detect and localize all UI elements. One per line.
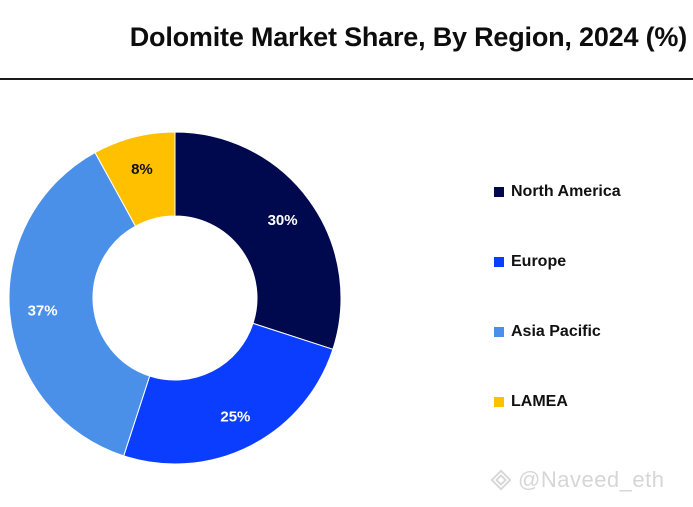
data-label-lamea: 8%: [131, 161, 153, 178]
data-label-asia-pacific: 37%: [28, 303, 58, 320]
slice-asia-pacific: [8, 151, 151, 457]
legend-label: Europe: [511, 253, 567, 270]
legend-swatch: [494, 257, 504, 267]
legend-item-north-america: North America: [494, 181, 621, 203]
data-label-europe: 25%: [220, 409, 250, 426]
legend-item-asia-pacific: Asia Pacific: [494, 321, 621, 343]
legend-item-lamea: LAMEA: [494, 391, 621, 413]
legend-item-europe: Europe: [494, 251, 621, 273]
chart-title: Dolomite Market Share, By Region, 2024 (…: [129, 22, 687, 52]
legend-swatch: [494, 187, 504, 197]
slice-north-america: [174, 131, 342, 350]
watermark-logo-icon: [490, 469, 512, 491]
slice-lamea: [94, 131, 176, 227]
title-divider: [0, 78, 693, 80]
legend-swatch: [494, 397, 504, 407]
watermark-text: @Naveed_eth: [518, 467, 665, 492]
legend-swatch: [494, 327, 504, 337]
watermark: @Naveed_eth: [490, 467, 664, 493]
legend-label: LAMEA: [511, 393, 568, 410]
slice-europe: [123, 322, 334, 465]
legend-label: Asia Pacific: [511, 323, 601, 340]
chart-legend: North America Europe Asia Pacific LAMEA: [494, 181, 621, 461]
data-label-north-america: 30%: [268, 212, 298, 229]
legend-label: North America: [511, 183, 621, 200]
